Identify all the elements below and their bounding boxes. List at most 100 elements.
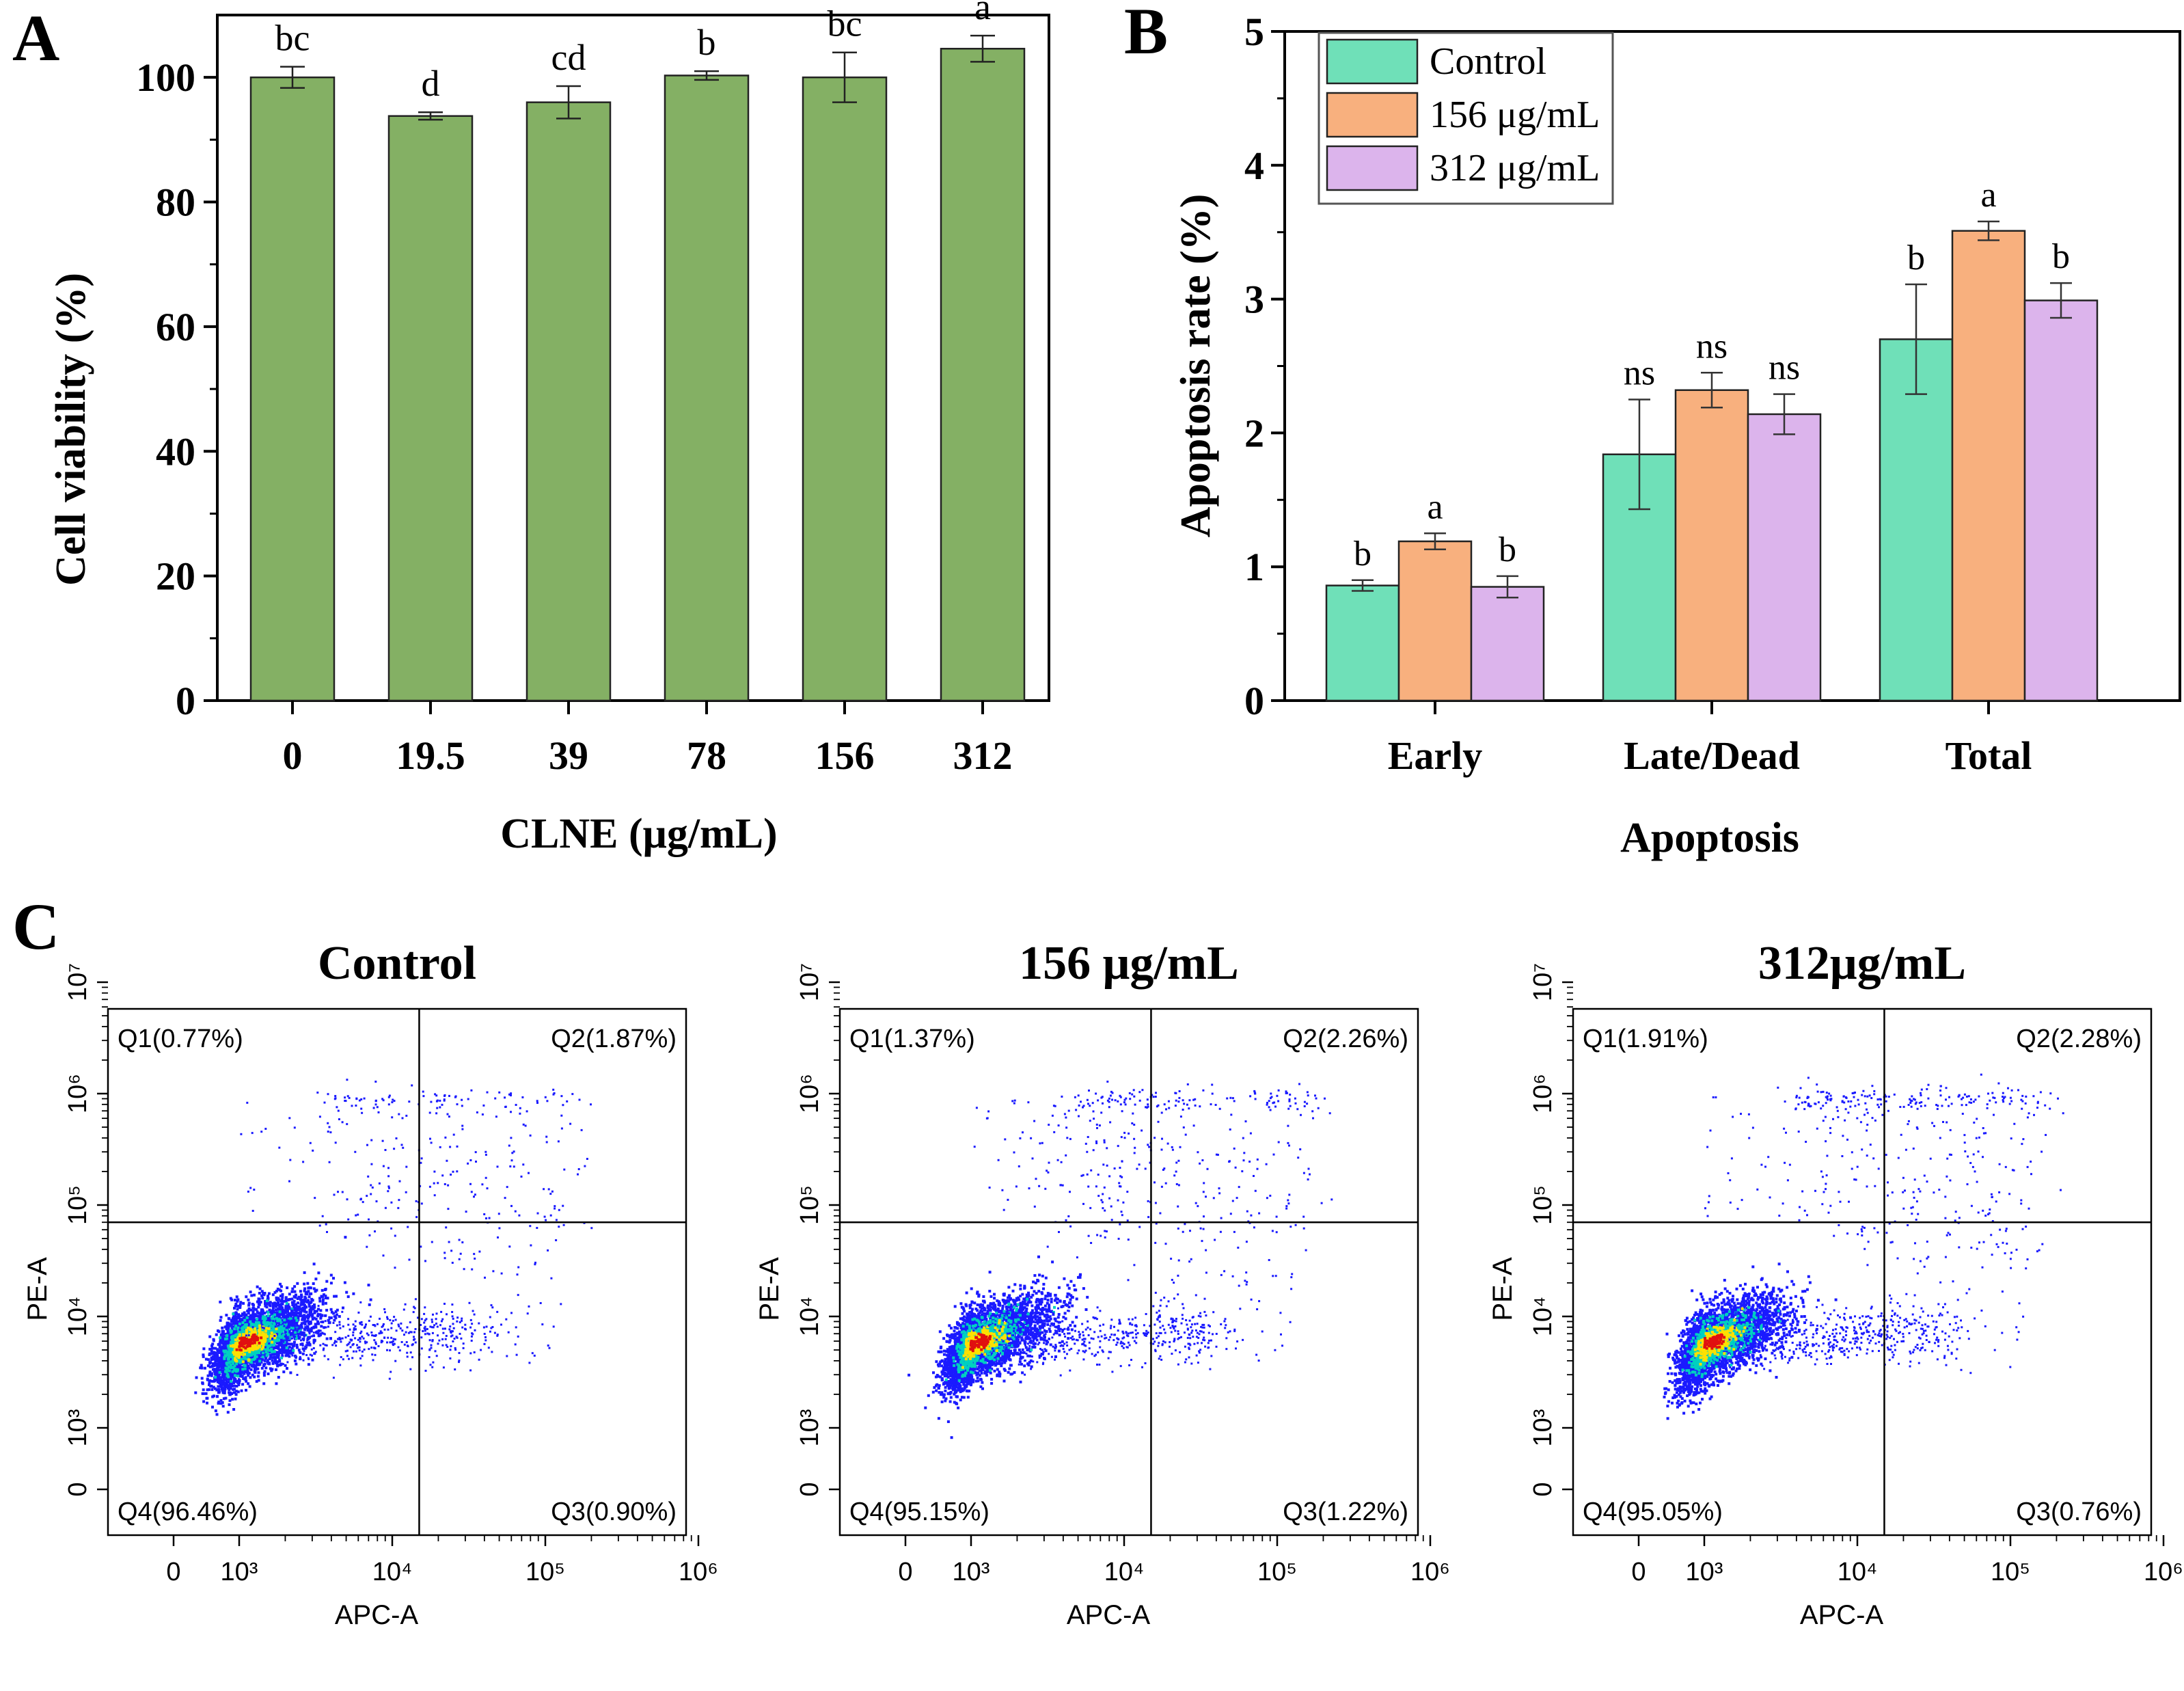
flow-ytick-label: 10⁶ <box>1529 1074 1557 1113</box>
panel-a-sig-letter: d <box>422 63 440 104</box>
panel-a-sig-letter: bc <box>828 3 862 44</box>
quadrant-label-q4: Q4(95.15%) <box>849 1498 989 1526</box>
flow-ytick-label: 10⁵ <box>795 1185 824 1225</box>
panel-b-ytick-label: 3 <box>1244 278 1264 322</box>
panel-c-flow-plots: Control Q1(0.77%) Q2(1.87%) Q3(0.90%) Q4(96.… <box>23 937 2183 1630</box>
panel-b-legend-label: 312 μg/mL <box>1430 147 1600 189</box>
flow-plot-events <box>1663 1073 2064 1420</box>
panel-b-bar <box>1951 230 2026 702</box>
flow-xtick-label: 10⁴ <box>372 1558 413 1586</box>
flow-plot-title: 156 μg/mL <box>1019 937 1239 990</box>
panel-b-legend-swatch <box>1326 145 1419 191</box>
panel-b-legend-label: Control <box>1430 40 1546 83</box>
panel-b-bar <box>1674 389 1749 702</box>
flow-plot-frame <box>838 1007 1419 1537</box>
panel-a-sig-letter: bc <box>275 18 310 59</box>
flow-xtick-label: 10⁵ <box>525 1558 565 1586</box>
panel-b-sig-letter: a <box>1980 176 1996 215</box>
flow-plot-2: 312μg/mL Q1(1.91%) Q2(2.28%) Q3(0.76%) Q4(95… <box>1488 937 2183 1630</box>
flow-ytick-label: 10³ <box>795 1409 824 1447</box>
flow-xtick-label: 10⁴ <box>1838 1558 1878 1586</box>
panel-a-bar <box>940 47 1026 702</box>
panel-b-sig-letter: ns <box>1696 327 1728 366</box>
flow-xtick-label: 10³ <box>221 1558 258 1586</box>
quadrant-label-q1: Q1(0.77%) <box>118 1025 243 1053</box>
panel-b-xtick-label: Early <box>1388 733 1483 778</box>
flow-ylabel: PE-A <box>23 1257 53 1321</box>
flow-xtick-label: 10⁶ <box>1410 1558 1450 1586</box>
panel-b-bar <box>2023 299 2099 702</box>
panel-a-ytick-label: 20 <box>156 554 195 599</box>
flow-xtick-label: 0 <box>898 1558 912 1586</box>
panel-b-sig-letter: ns <box>1624 353 1655 392</box>
panel-b-ytick-label: 0 <box>1244 679 1264 723</box>
flow-xtick-label: 0 <box>166 1558 180 1586</box>
quadrant-label-q4: Q4(95.05%) <box>1583 1498 1723 1526</box>
flow-plot-0: Control Q1(0.77%) Q2(1.87%) Q3(0.90%) Q4(96.… <box>23 937 718 1630</box>
flow-plot-events <box>907 1081 1333 1439</box>
flow-ylabel: PE-A <box>754 1257 784 1321</box>
flow-ytick-label: 0 <box>795 1482 824 1496</box>
flow-plot-frame <box>107 1007 687 1537</box>
panel-b-bar <box>1879 338 1954 702</box>
panel-a-xtick-label: 312 <box>953 733 1013 778</box>
quadrant-label-q2: Q2(2.28%) <box>2016 1025 2142 1053</box>
flow-xtick-label: 10⁵ <box>1257 1558 1297 1586</box>
panel-a-xtick-label: 156 <box>815 733 875 778</box>
panel-b-bar <box>1747 413 1822 702</box>
panel-b-xtick-label: Total <box>1946 733 2032 778</box>
panel-b-bar <box>1397 540 1473 702</box>
flow-xlabel: APC-A <box>1067 1600 1151 1630</box>
panel-a-bar <box>249 76 336 702</box>
flow-ytick-label: 10⁷ <box>795 963 824 1001</box>
panel-b-ytick-label: 2 <box>1244 411 1264 455</box>
flow-xtick-label: 10⁵ <box>1991 1558 2030 1586</box>
panel-a-plot-frame <box>216 14 1050 702</box>
flow-xlabel: APC-A <box>335 1600 419 1630</box>
quadrant-label-q2: Q2(1.87%) <box>551 1025 677 1053</box>
panel-b-ytick-label: 5 <box>1244 10 1264 54</box>
panel-b-sig-letter: b <box>1354 535 1371 573</box>
panel-a-bar <box>664 75 750 702</box>
panel-a-ytick-label: 60 <box>156 305 195 349</box>
flow-ytick-label: 10⁷ <box>64 963 92 1001</box>
flow-ytick-label: 10⁴ <box>795 1297 824 1337</box>
panel-b-bar <box>1325 584 1400 702</box>
flow-xtick-label: 10⁶ <box>679 1558 718 1586</box>
quadrant-label-q4: Q4(96.46%) <box>118 1498 258 1526</box>
flow-plot-frame <box>1572 1007 2153 1537</box>
panel-b-ytick-label: 1 <box>1244 545 1264 589</box>
panel-b-bar <box>1470 586 1545 702</box>
flow-ytick-label: 0 <box>64 1482 92 1496</box>
flow-ytick-label: 10⁶ <box>64 1074 92 1113</box>
panel-b-sig-letter: a <box>1427 487 1443 526</box>
panel-a-ytick-label: 0 <box>176 679 195 723</box>
panel-label-c: C <box>12 890 59 963</box>
flow-xtick-label: 10⁴ <box>1104 1558 1145 1586</box>
panel-b-legend-label: 156 μg/mL <box>1430 94 1600 136</box>
panel-b-ytick-label: 4 <box>1244 144 1264 188</box>
panel-a-bar <box>802 76 888 702</box>
flow-ytick-label: 10⁶ <box>795 1074 824 1113</box>
flow-plot-title: 312μg/mL <box>1758 937 1966 990</box>
flow-xtick-label: 10³ <box>1686 1558 1723 1586</box>
quadrant-label-q1: Q1(1.91%) <box>1583 1025 1708 1053</box>
panel-b-legend-swatch <box>1326 38 1419 85</box>
panel-a-xtick-label: 78 <box>687 733 726 778</box>
panel-a-sig-letter: cd <box>551 37 586 78</box>
panel-label-b: B <box>1124 0 1168 68</box>
panel-b-legend-swatch <box>1326 92 1419 138</box>
flow-xtick-label: 10³ <box>953 1558 990 1586</box>
flow-ytick-label: 10⁵ <box>64 1185 92 1225</box>
panel-a-ylabel: Cell viability (%) <box>48 273 94 586</box>
quadrant-label-q3: Q3(0.90%) <box>551 1498 677 1526</box>
panel-a-ytick-label: 100 <box>136 55 195 100</box>
flow-xlabel: APC-A <box>1800 1600 1884 1630</box>
panel-b-sig-letter: b <box>1907 239 1925 278</box>
panel-b-sig-letter: ns <box>1769 349 1800 388</box>
flow-ytick-label: 10⁷ <box>1529 963 1557 1001</box>
panel-a-xtick-label: 39 <box>549 733 588 778</box>
flow-xtick-label: 0 <box>1631 1558 1646 1586</box>
panel-b-chart: Apoptosis rate (%) Apoptosis 0 1 2 3 4 5 b a b Ea… <box>1173 10 2181 861</box>
